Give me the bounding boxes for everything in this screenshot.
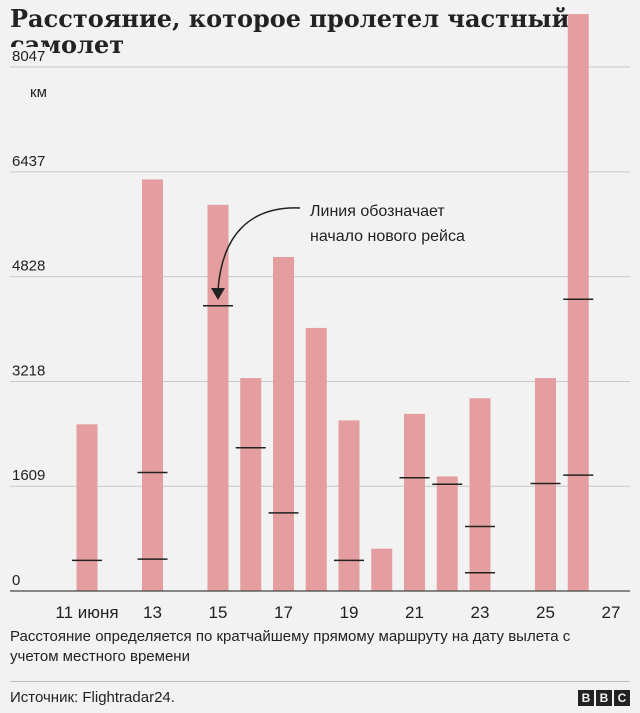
x-tick-label: 27 xyxy=(602,603,621,622)
y-tick-label: 6437 xyxy=(12,153,45,170)
annotation-text: Линия обозначает xyxy=(310,203,445,220)
x-tick-label: 25 xyxy=(536,603,555,622)
x-tick-label: 11 июня xyxy=(55,603,118,622)
x-tick-label: 13 xyxy=(143,603,162,622)
bar xyxy=(469,398,491,591)
bar xyxy=(338,420,360,591)
bar xyxy=(436,476,458,591)
y-tick-label-bg xyxy=(10,466,50,485)
bar xyxy=(371,548,393,591)
x-tick-label: 21 xyxy=(405,603,424,622)
bar xyxy=(240,378,262,591)
x-tick-label: 19 xyxy=(340,603,359,622)
y-tick-label: 4828 xyxy=(12,258,45,275)
bar xyxy=(142,179,163,591)
y-tick-label-bg xyxy=(10,361,50,380)
bar xyxy=(404,413,425,591)
annotation-arrowhead xyxy=(211,288,225,300)
annotation-arrow xyxy=(217,207,301,291)
y-unit-label: км xyxy=(30,84,47,101)
bar xyxy=(535,378,556,591)
y-tick-label-bg xyxy=(10,256,50,275)
x-tick-label: 15 xyxy=(209,603,228,622)
source-note: Источник: Flightradar24. xyxy=(10,689,175,706)
y-tick-label: 3218 xyxy=(12,362,45,379)
footer-divider xyxy=(10,681,630,682)
y-tick-label: 8047 xyxy=(12,48,45,65)
logo-letter: B xyxy=(596,690,612,706)
bar xyxy=(273,256,294,591)
y-tick-label: 0 xyxy=(12,572,20,589)
bbc-logo: B B C xyxy=(578,690,630,706)
y-tick-label-bg xyxy=(10,47,50,65)
annotation-text: начало нового рейса xyxy=(310,228,465,245)
chart-caption: Расстояние определяется по кратчайшему п… xyxy=(10,628,571,665)
y-tick-label-bg xyxy=(10,151,50,170)
chart-title: Расстояние, которое пролетел частный сам… xyxy=(10,4,570,59)
bar-chart: 0 1609 3218 4828 6437 8047 км 11 июня 13 15 17 19 21… xyxy=(10,14,630,622)
bar xyxy=(305,327,327,591)
bar xyxy=(567,14,589,592)
logo-letter: C xyxy=(614,690,630,706)
bar xyxy=(76,424,98,591)
x-tick-label: 23 xyxy=(471,603,490,622)
y-tick-label: 1609 xyxy=(12,467,45,484)
y-tick-label-bg xyxy=(10,571,23,589)
bar xyxy=(207,204,229,591)
x-tick-label: 17 xyxy=(274,603,293,622)
logo-letter: B xyxy=(578,690,594,706)
